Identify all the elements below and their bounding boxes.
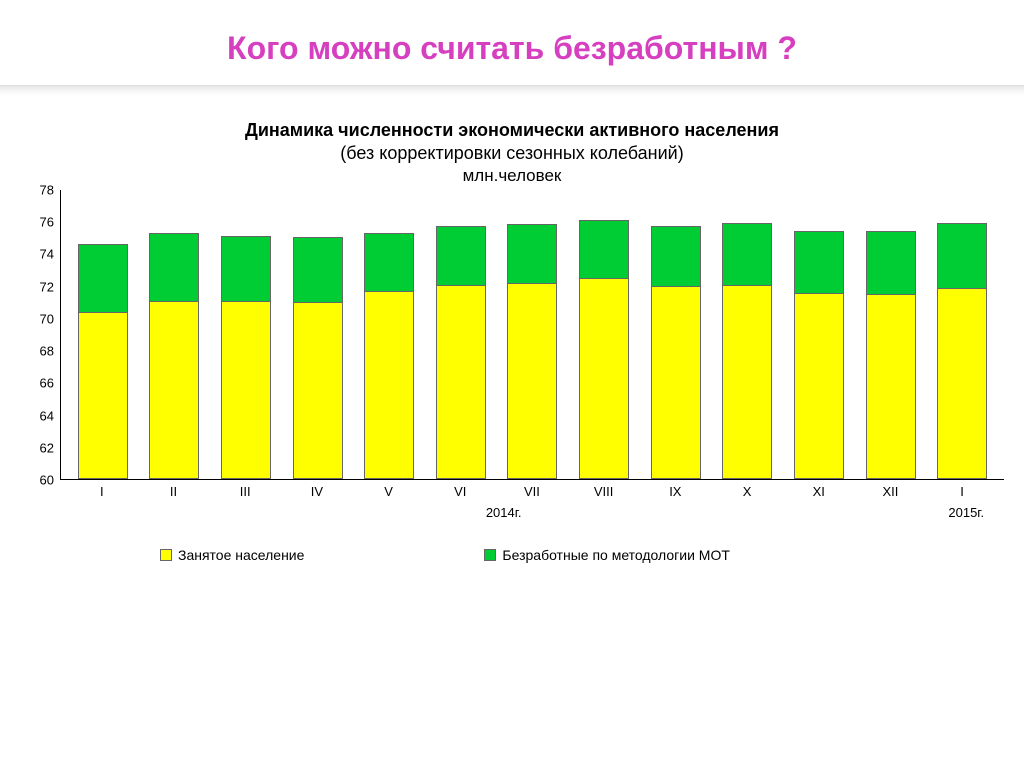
x-axis: IIIIIIIVVVIVIIVIIIIXXXIXIII [60,480,1004,499]
y-tick: 78 [40,183,54,198]
x-tick: VIII [568,484,640,499]
bar-segment-employed [149,302,199,479]
bar-segment-employed [722,286,772,479]
bar-slot [711,190,783,479]
divider [0,85,1024,96]
bar [293,237,343,479]
year-row: 2014г. 2015г. [60,505,1004,525]
x-tick: III [209,484,281,499]
legend-item: Безработные по методологии МОТ [484,547,729,563]
legend-swatch [484,549,496,561]
legend-label: Занятое население [178,547,304,563]
bar-segment-employed [78,313,128,479]
chart: Динамика численности экономически активн… [20,120,1004,563]
bar [149,233,199,480]
bar-slot [210,190,282,479]
bar-segment-employed [364,292,414,479]
y-tick: 76 [40,215,54,230]
chart-units: млн.человек [20,166,1004,186]
bar-segment-unemployed [364,233,414,293]
bar [937,223,987,479]
bar [436,226,486,479]
bar-segment-unemployed [651,226,701,287]
year-label: 2015г. [948,505,984,520]
y-tick: 74 [40,247,54,262]
bar [794,231,844,479]
bar-segment-employed [651,287,701,479]
bar-segment-unemployed [221,236,271,302]
bar [78,244,128,479]
x-tick: XII [855,484,927,499]
bar-slot [353,190,425,479]
x-tick: XI [783,484,855,499]
bar-segment-unemployed [937,223,987,289]
bar-segment-employed [221,302,271,479]
y-tick: 68 [40,344,54,359]
bars-container [61,190,1004,479]
bar-segment-unemployed [436,226,486,286]
bar-slot [855,190,927,479]
bar-slot [568,190,640,479]
x-tick: I [66,484,138,499]
bar-segment-unemployed [293,237,343,303]
y-tick: 60 [40,473,54,488]
bar [579,220,629,479]
bar-segment-employed [794,294,844,479]
plot-area [60,190,1004,480]
bar-slot [139,190,211,479]
bar-slot [640,190,712,479]
bar-slot [783,190,855,479]
bar [651,226,701,479]
bar-segment-employed [436,286,486,479]
y-tick: 62 [40,440,54,455]
chart-title: Динамика численности экономически активн… [20,120,1004,141]
year-label: 2014г. [486,505,522,520]
bar [364,233,414,480]
bar-segment-unemployed [507,224,557,284]
legend-label: Безработные по методологии МОТ [502,547,729,563]
bar-slot [926,190,998,479]
bar [722,223,772,479]
legend: Занятое население Безработные по методоло… [60,547,1004,563]
bar-segment-unemployed [794,231,844,294]
slide: Кого можно считать безработным ? Динамик… [0,0,1024,768]
y-tick: 70 [40,311,54,326]
bar-segment-employed [579,279,629,479]
bar [507,224,557,479]
x-tick: VII [496,484,568,499]
bar-slot [282,190,354,479]
bar-segment-employed [866,295,916,479]
y-tick: 66 [40,376,54,391]
chart-subtitle: (без корректировки сезонных колебаний) [20,143,1004,164]
slide-title: Кого можно считать безработным ? [0,0,1024,85]
y-axis: 60626466687072747678 [20,190,60,480]
plot-row: 60626466687072747678 [20,190,1004,480]
x-tick: IX [640,484,712,499]
bar-segment-unemployed [149,233,199,302]
x-tick: V [353,484,425,499]
bar [866,231,916,479]
y-tick: 72 [40,279,54,294]
x-tick: VI [424,484,496,499]
bar-slot [497,190,569,479]
bar [221,236,271,479]
legend-item: Занятое население [160,547,304,563]
bar-slot [67,190,139,479]
bar-segment-employed [507,284,557,479]
bar-segment-employed [293,303,343,479]
x-tick: I [926,484,998,499]
legend-swatch [160,549,172,561]
bar-segment-unemployed [866,231,916,295]
y-tick: 64 [40,408,54,423]
x-tick: IV [281,484,353,499]
x-tick: X [711,484,783,499]
bar-segment-unemployed [722,223,772,286]
bar-segment-unemployed [78,244,128,313]
x-tick: II [138,484,210,499]
bar-slot [425,190,497,479]
bar-segment-unemployed [579,220,629,280]
bar-segment-employed [937,289,987,479]
